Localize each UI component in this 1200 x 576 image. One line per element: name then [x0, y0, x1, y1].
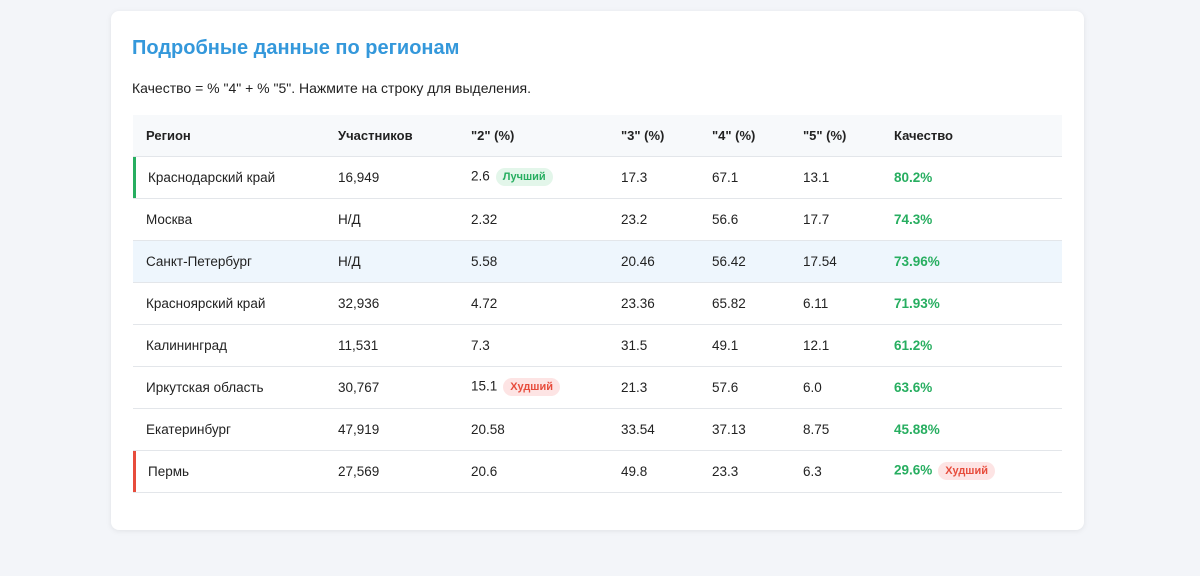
cell-p5: 8.75 — [803, 408, 894, 451]
header-participants[interactable]: Участников — [338, 115, 471, 157]
header-p3[interactable]: "3" (%) — [621, 115, 712, 157]
cell-p2: 7.3 — [471, 324, 621, 367]
cell-region: Москва — [133, 198, 338, 241]
table-row-selected[interactable]: Санкт-Петербург Н/Д 5.58 20.46 56.42 17.… — [133, 240, 1062, 283]
cell-p5: 6.3 — [803, 450, 894, 493]
table-row[interactable]: Москва Н/Д 2.32 23.2 56.6 17.7 74.3% — [133, 198, 1062, 241]
cell-participants: Н/Д — [338, 240, 471, 283]
table-row[interactable]: Красноярский край 32,936 4.72 23.36 65.8… — [133, 282, 1062, 325]
cell-p2: 2.32 — [471, 198, 621, 241]
cell-quality: 73.96% — [894, 240, 1062, 283]
cell-quality: 61.2% — [894, 324, 1062, 367]
table-header-row: Регион Участников "2" (%) "3" (%) "4" (%… — [133, 115, 1062, 157]
cell-region: Краснодарский край — [133, 156, 338, 199]
cell-p3: 23.2 — [621, 198, 712, 241]
header-p2[interactable]: "2" (%) — [471, 115, 621, 157]
cell-p4: 49.1 — [712, 324, 803, 367]
cell-p4: 23.3 — [712, 450, 803, 493]
cell-p3: 20.46 — [621, 240, 712, 283]
cell-p4: 65.82 — [712, 282, 803, 325]
cell-region: Санкт-Петербург — [133, 240, 338, 283]
cell-p2-value: 2.6 — [471, 168, 490, 184]
cell-p2: 20.58 — [471, 408, 621, 451]
table-row[interactable]: Калининград 11,531 7.3 31.5 49.1 12.1 61… — [133, 324, 1062, 367]
cell-p4: 37.13 — [712, 408, 803, 451]
cell-p5: 6.0 — [803, 366, 894, 409]
quality-value: 73.96% — [894, 253, 940, 269]
worst-badge: Худший — [503, 378, 560, 396]
cell-p3: 31.5 — [621, 324, 712, 367]
best-badge: Лучший — [495, 168, 553, 186]
cell-region: Калининград — [133, 324, 338, 367]
cell-region: Иркутская область — [133, 366, 338, 409]
table-row[interactable]: Пермь 27,569 20.6 49.8 23.3 6.3 29.6% Худ… — [133, 450, 1062, 493]
cell-quality: 29.6% Худший — [894, 450, 1062, 493]
cell-p3: 23.36 — [621, 282, 712, 325]
header-quality[interactable]: Качество — [894, 115, 1062, 157]
regions-table: Регион Участников "2" (%) "3" (%) "4" (%… — [133, 115, 1062, 493]
cell-p5: 13.1 — [803, 156, 894, 199]
cell-p3: 17.3 — [621, 156, 712, 199]
quality-value: 61.2% — [894, 337, 933, 353]
cell-p2: 5.58 — [471, 240, 621, 283]
cell-participants: 30,767 — [338, 366, 471, 409]
cell-p2-value: 15.1 — [471, 378, 498, 394]
cell-p5: 17.54 — [803, 240, 894, 283]
quality-value: 71.93% — [894, 295, 940, 311]
quality-value: 45.88% — [894, 421, 940, 437]
cell-p5: 17.7 — [803, 198, 894, 241]
cell-region: Пермь — [133, 450, 338, 493]
region-details-panel: Подробные данные по регионам Качество = … — [111, 11, 1084, 530]
cell-p2: 20.6 — [471, 450, 621, 493]
cell-participants: Н/Д — [338, 198, 471, 241]
cell-region: Екатеринбург — [133, 408, 338, 451]
quality-value: 74.3% — [894, 211, 933, 227]
cell-p2: 15.1 Худший — [471, 366, 621, 409]
cell-p4: 57.6 — [712, 366, 803, 409]
table-row[interactable]: Краснодарский край 16,949 2.6 Лучший 17.3… — [133, 156, 1062, 199]
cell-quality: 45.88% — [894, 408, 1062, 451]
cell-p4: 56.6 — [712, 198, 803, 241]
cell-p3: 33.54 — [621, 408, 712, 451]
cell-p2: 4.72 — [471, 282, 621, 325]
header-p4[interactable]: "4" (%) — [712, 115, 803, 157]
header-region[interactable]: Регион — [133, 115, 338, 157]
cell-p2: 2.6 Лучший — [471, 156, 621, 199]
cell-p3: 49.8 — [621, 450, 712, 493]
cell-participants: 47,919 — [338, 408, 471, 451]
cell-quality: 63.6% — [894, 366, 1062, 409]
panel-title: Подробные данные по регионам — [132, 37, 460, 59]
table-row[interactable]: Екатеринбург 47,919 20.58 33.54 37.13 8.… — [133, 408, 1062, 451]
cell-p3: 21.3 — [621, 366, 712, 409]
header-p5[interactable]: "5" (%) — [803, 115, 894, 157]
cell-quality: 71.93% — [894, 282, 1062, 325]
quality-value: 63.6% — [894, 379, 933, 395]
cell-p4: 56.42 — [712, 240, 803, 283]
cell-participants: 11,531 — [338, 324, 471, 367]
panel-description: Качество = % "4" + % "5". Нажмите на стр… — [132, 80, 531, 96]
quality-value: 29.6% — [894, 462, 933, 478]
cell-p5: 6.11 — [803, 282, 894, 325]
cell-p4: 67.1 — [712, 156, 803, 199]
quality-value: 80.2% — [894, 169, 933, 185]
cell-participants: 27,569 — [338, 450, 471, 493]
worst-badge: Худший — [938, 462, 995, 480]
cell-p5: 12.1 — [803, 324, 894, 367]
cell-quality: 74.3% — [894, 198, 1062, 241]
cell-participants: 32,936 — [338, 282, 471, 325]
cell-participants: 16,949 — [338, 156, 471, 199]
table-row[interactable]: Иркутская область 30,767 15.1 Худший 21.3… — [133, 366, 1062, 409]
cell-region: Красноярский край — [133, 282, 338, 325]
cell-quality: 80.2% — [894, 156, 1062, 199]
